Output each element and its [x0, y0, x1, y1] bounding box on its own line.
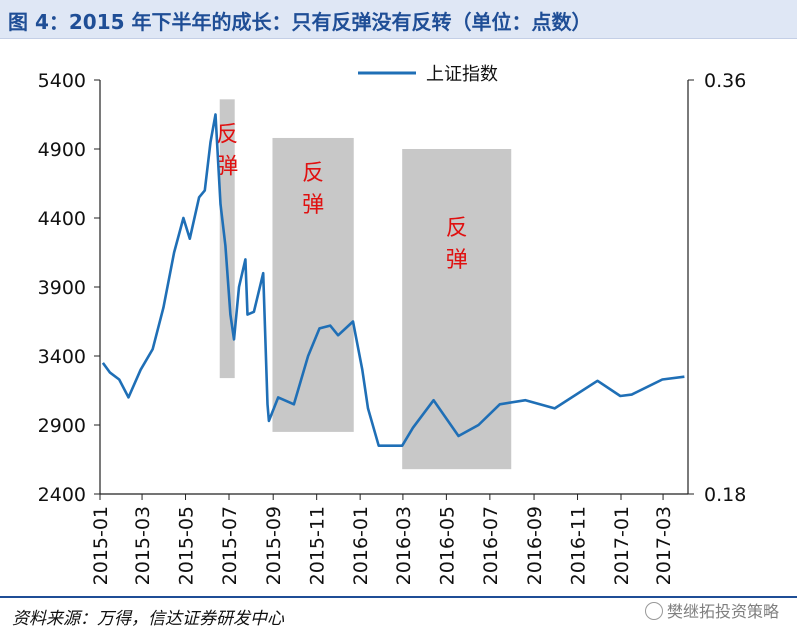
region-label-3-char-2: 弹: [446, 248, 468, 273]
x-tick-label-11: 2016-11: [568, 506, 590, 585]
x-tick-label-1: 2015-03: [132, 506, 154, 585]
watermark: 樊继拓投资策略: [644, 598, 779, 622]
y-tick-label-1: 2900: [38, 415, 86, 437]
x-tick-label-8: 2016-05: [436, 506, 458, 585]
region-label-1-char-1: 反: [216, 122, 238, 147]
y-tick-label-0: 2400: [38, 484, 86, 506]
footer-rule: [0, 596, 797, 598]
region-label-1-char-2: 弹: [216, 154, 238, 179]
x-tick-label-2: 2015-05: [176, 506, 198, 585]
x-tick-label-9: 2016-07: [480, 506, 502, 585]
x-tick-label-5: 2015-11: [307, 506, 329, 585]
x-tick-label-0: 2015-01: [90, 506, 112, 585]
series-line-shanghai-index: [101, 113, 685, 447]
region-label-3-char-1: 反: [446, 216, 468, 241]
figure-title: 图 4：2015 年下半年的成长：只有反弹没有反转（单位：点数）: [8, 10, 592, 34]
watermark-text: 樊继拓投资策略: [666, 602, 779, 621]
source-note: 资料来源：万得，信达证券研发中心: [12, 609, 284, 629]
x-tick-label-13: 2017-03: [653, 506, 675, 585]
legend: 上证指数: [358, 64, 498, 85]
axes: [94, 79, 694, 500]
y2-tick-label-0: 0.18: [704, 484, 746, 506]
x-tick-label-7: 2016-03: [393, 506, 415, 585]
title-bar: 图 4：2015 年下半年的成长：只有反弹没有反转（单位：点数）: [0, 0, 797, 39]
wechat-icon: [644, 602, 663, 620]
y2-tick-label-1: 0.36: [704, 70, 746, 92]
x-tick-label-12: 2017-01: [611, 506, 633, 585]
y-tick-label-4: 4400: [38, 208, 86, 230]
shaded-region-2: [272, 137, 354, 432]
y-tick-label-3: 3900: [38, 277, 86, 299]
y-tick-label-5: 4900: [38, 139, 86, 161]
x-tick-label-10: 2016-09: [524, 506, 546, 585]
x-tick-label-3: 2015-07: [219, 506, 241, 585]
x-tick-label-6: 2016-01: [350, 506, 372, 585]
tick-labels: 2400 2900 3400 3900 4400 4900 5400 0.18 0.36 2015…: [38, 70, 747, 585]
y-tick-label-2: 3400: [38, 346, 86, 368]
x-tick-label-4: 2015-09: [263, 506, 285, 585]
region-label-2-char-2: 弹: [302, 193, 324, 218]
legend-label: 上证指数: [426, 64, 498, 85]
y-tick-label-6: 5400: [38, 70, 86, 92]
region-label-2-char-1: 反: [302, 161, 324, 186]
